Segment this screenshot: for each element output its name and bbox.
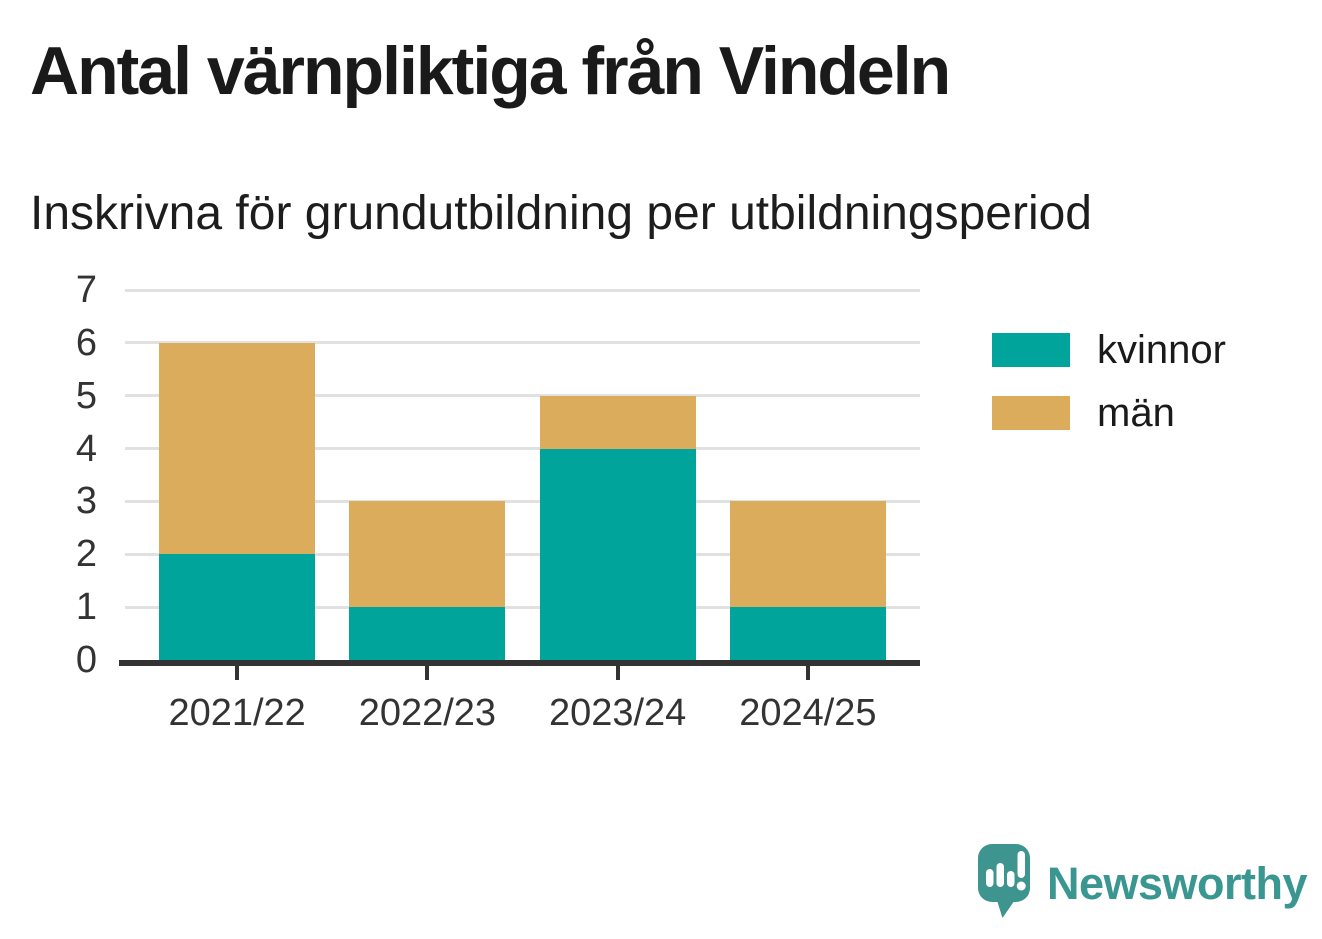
y-tick-label-2: 2 [75, 533, 97, 576]
x-tick-label-2021/22: 2021/22 [168, 692, 306, 734]
gridline-7 [125, 288, 920, 292]
y-tick-label-0: 0 [75, 639, 97, 681]
x-tick-label-2023/24: 2023/24 [548, 692, 687, 734]
newsworthy-logo-icon [976, 842, 1032, 925]
x-tick-label-2024/25: 2024/25 [739, 692, 877, 734]
x-tick-label-2022/23: 2022/23 [358, 692, 497, 734]
legend-item-män: män [992, 393, 1226, 433]
gridline-3 [125, 499, 920, 503]
legend: kvinnor män [992, 330, 1226, 433]
bar-segment-män-2022/23 [349, 501, 506, 608]
legend-label-män: män [1097, 391, 1175, 435]
legend-item-kvinnor: kvinnor [992, 330, 1226, 370]
y-axis-labels: 0 1 2 3 4 5 6 7 [0, 271, 100, 679]
gridline-2 [125, 552, 920, 556]
y-tick-label-5: 5 [75, 374, 97, 417]
y-tick-label-6: 6 [75, 321, 97, 364]
y-tick-label-7: 7 [75, 269, 97, 311]
bar-segment-kvinnor-2022/23 [349, 607, 506, 660]
gridline-1 [125, 605, 920, 609]
plot-area [125, 288, 920, 660]
x-tick-2024/25 [805, 666, 810, 680]
legend-label-kvinnor: kvinnor [1097, 328, 1226, 372]
bar-segment-kvinnor-2023/24 [539, 448, 696, 660]
x-axis: 2021/22 2022/23 2023/24 2024/25 [125, 666, 920, 741]
bar-segment-män-2024/25 [729, 501, 886, 608]
gridline-6 [125, 341, 920, 345]
y-tick-label-4: 4 [75, 427, 97, 470]
chart-title: Antal värnpliktiga från Vindeln [30, 33, 951, 109]
y-tick-label-3: 3 [75, 480, 97, 523]
x-tick-2021/22 [235, 666, 240, 680]
x-axis-line [119, 660, 920, 666]
bar-segment-män-2023/24 [539, 395, 696, 449]
x-tick-2023/24 [615, 666, 620, 680]
legend-swatch-kvinnor [992, 333, 1070, 367]
legend-swatch-män [992, 396, 1070, 430]
chart-subtitle: Inskrivna för grundutbildning per utbild… [30, 187, 1092, 240]
y-tick-label-1: 1 [75, 586, 97, 629]
bar-segment-män-2021/22 [159, 342, 316, 555]
bar-segment-kvinnor-2024/25 [729, 607, 886, 660]
newsworthy-logo-text: Newsworthy [1047, 857, 1308, 909]
newsworthy-logo: Newsworthy [976, 842, 1308, 925]
gridline-5 [125, 394, 920, 398]
gridline-4 [125, 447, 920, 451]
x-tick-2022/23 [425, 666, 430, 680]
bar-segment-kvinnor-2021/22 [159, 554, 316, 660]
